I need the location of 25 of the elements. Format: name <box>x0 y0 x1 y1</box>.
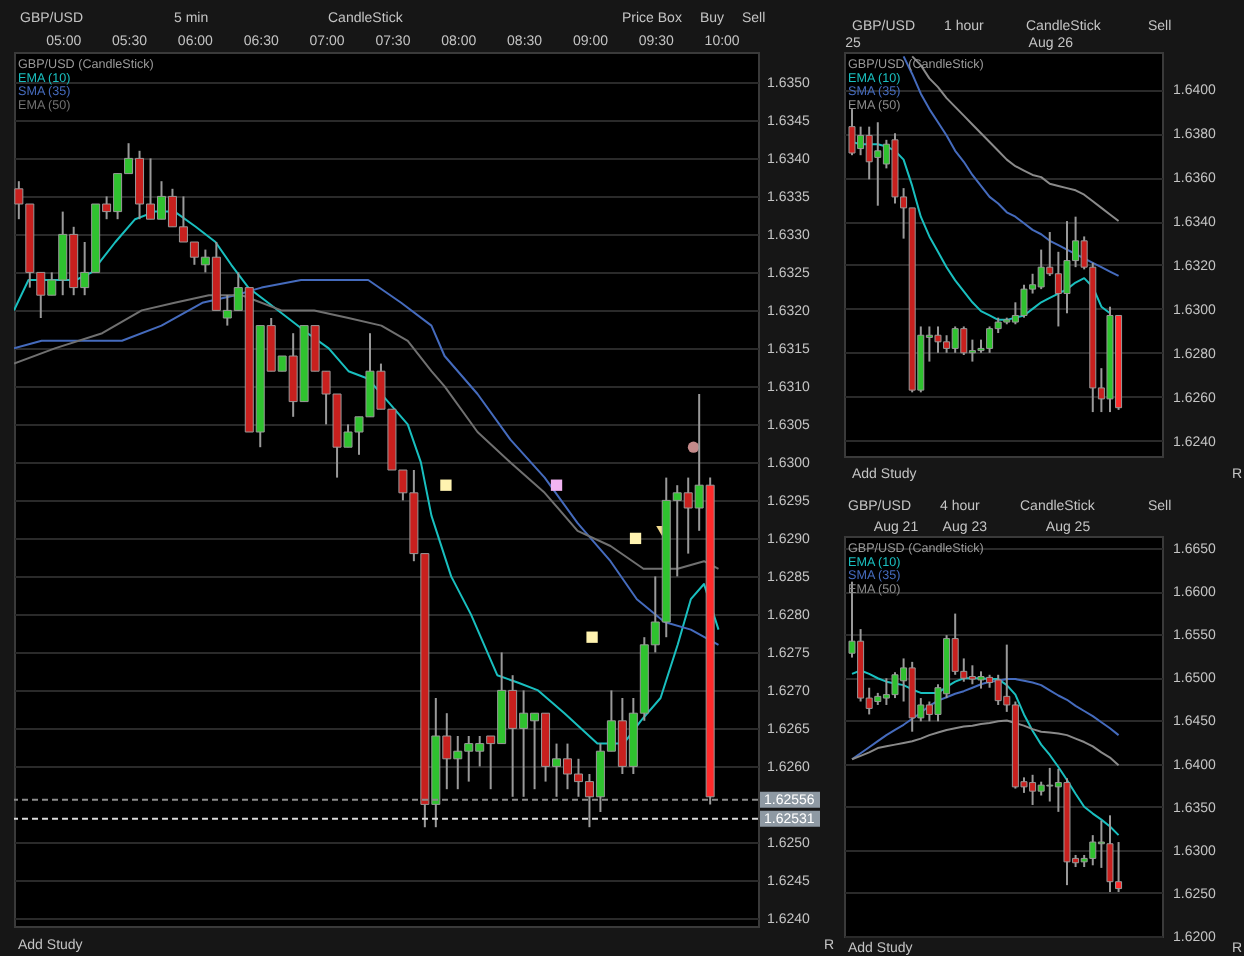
line-series <box>851 678 1120 761</box>
candlestick <box>1089 834 1097 867</box>
line-series <box>911 55 1120 223</box>
candlestick <box>848 108 856 157</box>
candlestick <box>934 325 942 354</box>
candlestick <box>960 325 968 356</box>
line-series <box>851 719 1120 767</box>
candlestick <box>1063 220 1071 315</box>
line-series <box>851 669 1120 837</box>
candlestick <box>994 673 1002 706</box>
candlestick <box>874 121 882 207</box>
candlestick <box>891 671 899 700</box>
candlestick <box>951 325 959 354</box>
point <box>586 631 598 643</box>
candlestick <box>1106 814 1114 894</box>
point <box>440 479 452 491</box>
candlestick <box>1037 248 1045 291</box>
point <box>550 479 563 491</box>
line-series <box>14 279 720 646</box>
point <box>687 441 700 453</box>
candlestick <box>865 125 873 181</box>
candlestick <box>1020 283 1028 319</box>
candlestick <box>1046 766 1054 803</box>
point <box>629 532 642 545</box>
line-series <box>902 55 1120 277</box>
